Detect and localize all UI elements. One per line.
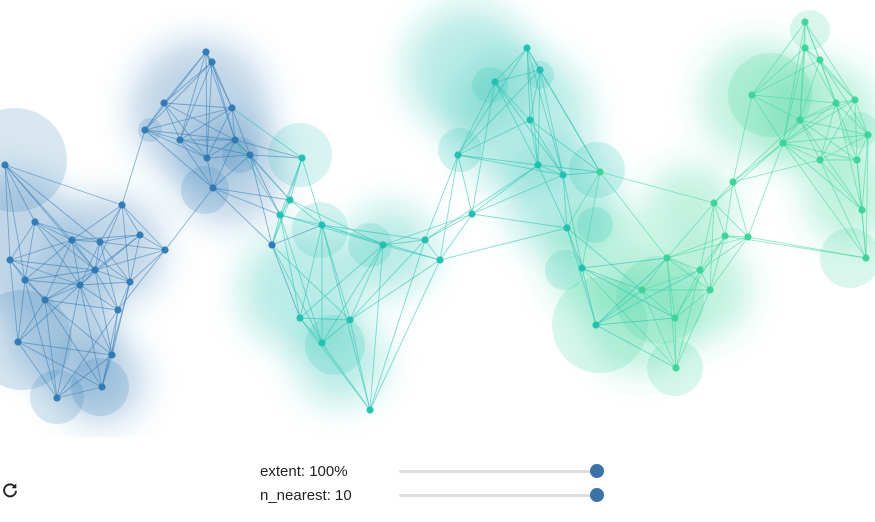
graph-node xyxy=(721,232,729,240)
graph-node xyxy=(710,199,718,207)
graph-node xyxy=(298,154,306,162)
graph-node xyxy=(231,136,239,144)
graph-node xyxy=(118,201,126,209)
graph-node xyxy=(126,278,134,286)
reset-button[interactable] xyxy=(0,480,20,500)
graph-node xyxy=(161,246,169,254)
graph-node xyxy=(671,314,679,322)
graph-node xyxy=(672,364,680,372)
graph-node xyxy=(526,116,534,124)
graph-node xyxy=(246,151,254,159)
graph-node xyxy=(534,161,542,169)
graph-node xyxy=(141,126,149,134)
graph-node xyxy=(346,316,354,324)
graph-node xyxy=(779,139,787,147)
graph-node xyxy=(53,394,61,402)
graph-node xyxy=(91,266,99,274)
graph-node xyxy=(276,211,284,219)
graph-node xyxy=(108,351,116,359)
graph-node xyxy=(853,156,861,164)
graph-node xyxy=(491,78,499,86)
extent-label: extent: 100% xyxy=(260,463,348,480)
graph-node xyxy=(208,58,216,66)
graph-node xyxy=(748,91,756,99)
graph-node xyxy=(578,264,586,272)
graph-node xyxy=(523,44,531,52)
graph-node xyxy=(559,171,567,179)
graph-node xyxy=(209,184,217,192)
graph-node xyxy=(851,96,859,104)
extent-slider-track xyxy=(399,470,603,473)
graph-node xyxy=(98,383,106,391)
graph-node xyxy=(6,256,14,264)
edge-layer xyxy=(4,21,869,411)
graph-node xyxy=(563,224,571,232)
graph-node xyxy=(862,254,870,262)
graph-node xyxy=(318,221,326,229)
graph-node xyxy=(796,116,804,124)
graph-node xyxy=(14,338,22,346)
graph-node xyxy=(816,156,824,164)
graph-node xyxy=(706,286,714,294)
graph-node xyxy=(536,66,544,74)
graph-node xyxy=(696,266,704,274)
graph-node xyxy=(596,168,604,176)
graph-node xyxy=(228,104,236,112)
graph-node xyxy=(421,236,429,244)
graph-node xyxy=(592,321,600,329)
graph-node xyxy=(136,231,144,239)
graph-node xyxy=(176,136,184,144)
graph-node xyxy=(1,161,9,169)
graph-node xyxy=(296,314,304,322)
graph-node xyxy=(801,44,809,52)
node-layer xyxy=(1,18,872,414)
graph-node xyxy=(68,236,76,244)
graph-node xyxy=(114,306,122,314)
refresh-icon xyxy=(3,483,17,498)
graph-node xyxy=(202,48,210,56)
graph-node xyxy=(379,241,387,249)
graph-node xyxy=(858,206,866,214)
graph-node xyxy=(366,406,374,414)
graph-node xyxy=(744,233,752,241)
n-nearest-label: n_nearest: 10 xyxy=(260,487,352,504)
graph-node xyxy=(801,18,809,26)
graph-node xyxy=(436,256,444,264)
graph-node xyxy=(454,151,462,159)
graph-node xyxy=(638,286,646,294)
extent-slider[interactable] xyxy=(399,463,604,479)
graph-node xyxy=(864,131,872,139)
graph-node xyxy=(729,178,737,186)
graph-node xyxy=(832,99,840,107)
graph-node xyxy=(76,281,84,289)
graph-node xyxy=(663,254,671,262)
graph-node xyxy=(468,210,476,218)
n-nearest-slider-thumb[interactable] xyxy=(590,488,604,502)
graph-node xyxy=(816,56,824,64)
controls-panel xyxy=(0,437,875,522)
graph-node xyxy=(268,241,276,249)
graph-node xyxy=(203,154,211,162)
graph-node xyxy=(31,218,39,226)
graph-node xyxy=(96,238,104,246)
graph-node xyxy=(318,339,326,347)
graph-node xyxy=(21,276,29,284)
network-visualization xyxy=(0,5,875,425)
graph-node xyxy=(160,99,168,107)
n-nearest-slider[interactable] xyxy=(399,487,604,503)
extent-slider-thumb[interactable] xyxy=(590,464,604,478)
n-nearest-slider-track xyxy=(399,494,603,497)
graph-node xyxy=(41,296,49,304)
graph-node xyxy=(286,196,294,204)
